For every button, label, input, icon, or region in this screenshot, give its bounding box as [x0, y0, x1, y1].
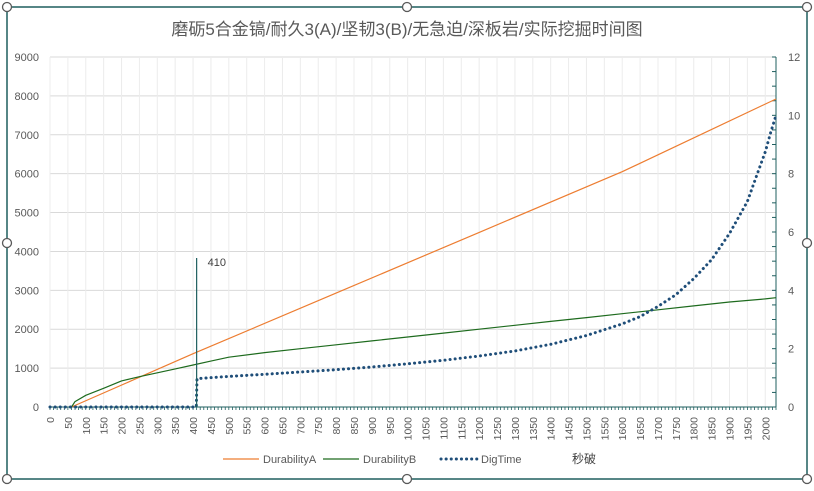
x-tick-label: 700 [295, 417, 307, 435]
x-tick-label: 1600 [617, 417, 629, 441]
left-tick-label: 9000 [15, 52, 39, 64]
x-tick-label: 300 [152, 417, 164, 435]
right-tick-label: 6 [788, 227, 794, 239]
left-tick-label: 1000 [15, 363, 39, 375]
handle-bottom-right[interactable] [801, 473, 813, 485]
x-tick-label: 1250 [492, 417, 504, 441]
left-tick-label: 2000 [15, 324, 39, 336]
legend: DurabilityA DurabilityB DigTime 秒破 [223, 451, 596, 466]
x-tick-label: 1550 [599, 417, 611, 441]
right-tick-label: 12 [788, 52, 800, 64]
right-tick-label: 0 [788, 402, 794, 414]
right-tick-label: 10 [788, 110, 800, 122]
x-tick-label: 200 [117, 417, 129, 435]
handle-bottom-left[interactable] [1, 473, 13, 485]
x-tick-label: 600 [260, 417, 272, 435]
x-tick-label: 1350 [528, 417, 540, 441]
x-tick-label: 1900 [725, 417, 737, 441]
left-tick-label: 4000 [15, 246, 39, 258]
x-tick-label: 1700 [653, 417, 665, 441]
left-tick-label: 8000 [15, 91, 39, 103]
x-tick-label: 1150 [456, 417, 468, 440]
handle-middle-left[interactable] [1, 237, 13, 249]
legend-label-digtime: DigTime [481, 454, 522, 466]
x-tick-label: 1100 [438, 417, 450, 440]
annotations: 410 [196, 257, 226, 407]
x-tick-label: 850 [349, 417, 361, 435]
handle-top-left[interactable] [1, 1, 13, 13]
handle-top-right[interactable] [801, 1, 813, 13]
handle-bottom-middle[interactable] [401, 473, 413, 485]
x-tick-label: 2000 [760, 417, 772, 441]
left-tick-label: 6000 [15, 169, 39, 181]
x-tick-label: 250 [134, 417, 146, 435]
left-tick-label: 7000 [15, 130, 39, 142]
left-tick-label: 3000 [15, 285, 39, 297]
x-tick-label: 100 [81, 417, 93, 435]
x-tick-label: 550 [242, 417, 254, 435]
x-tick-label: 1800 [689, 417, 701, 441]
x-tick-label: 50 [63, 417, 75, 429]
x-tick-label: 1050 [421, 417, 433, 441]
legend-extra-label: 秒破 [572, 451, 596, 466]
x-tick-label: 1650 [635, 417, 647, 441]
x-tick-label: 1000 [403, 417, 415, 441]
legend-label-durabilityb: DurabilityB [363, 454, 416, 466]
x-tick-label: 500 [224, 417, 236, 435]
x-tick-label: 350 [170, 417, 182, 435]
x-tick-label: 900 [367, 417, 379, 435]
series-durabilityb [70, 297, 777, 408]
handle-top-middle[interactable] [401, 1, 413, 13]
x-tick-label: 1850 [707, 417, 719, 441]
right-tick-label: 2 [788, 344, 794, 356]
legend-label-durabilitya: DurabilityA [263, 454, 317, 466]
x-tick-label: 150 [99, 417, 111, 435]
left-tick-label: 5000 [15, 208, 39, 220]
x-tick-label: 1450 [564, 417, 576, 441]
x-tick-label: 650 [277, 417, 289, 435]
handle-middle-right[interactable] [801, 237, 813, 249]
x-tick-label: 450 [206, 417, 218, 435]
x-tick-label: 1300 [510, 417, 522, 441]
x-tick-label: 1950 [742, 417, 754, 441]
x-tick-label: 1400 [546, 417, 558, 441]
right-tick-label: 4 [788, 285, 794, 297]
series-durabilitya [71, 98, 777, 408]
chart-border [6, 6, 808, 480]
x-tick-label: 1750 [671, 417, 683, 441]
x-tick-label: 950 [385, 417, 397, 435]
right-tick-label: 8 [788, 169, 794, 181]
x-tick-label: 750 [313, 417, 325, 435]
left-tick-label: 0 [33, 402, 39, 414]
x-tick-label: 0 [45, 417, 57, 423]
x-tick-label: 1500 [581, 417, 593, 441]
chart-title: 磨砺5合金镐/耐久3(A)/坚韧3(B)/无急迫/深板岩/实际挖掘时间图 [171, 20, 642, 39]
x-tick-label: 800 [331, 417, 343, 435]
left-axis-tick-labels: 0 1000 2000 3000 4000 5000 6000 7000 8000 9000 [15, 52, 39, 414]
series-lines [48, 98, 778, 409]
x-tick-label: 1200 [474, 417, 486, 441]
right-axis: 0 2 4 6 8 10 12 [772, 52, 800, 414]
marker-label: 410 [208, 257, 226, 269]
x-tick-label: 400 [188, 417, 200, 435]
x-axis: 0 50 100 150 200 250 300 350 400 450 500 550 600 650 7… [45, 406, 777, 441]
